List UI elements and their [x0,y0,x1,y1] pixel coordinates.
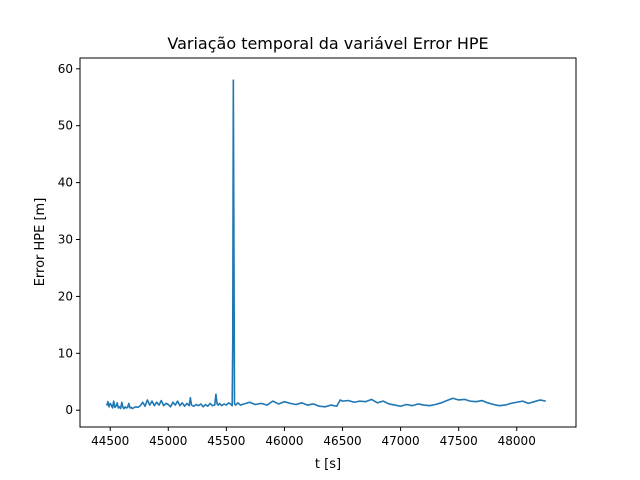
x-tick-label: 45500 [207,434,245,448]
x-axis-label: t [s] [315,457,341,472]
series-line-0 [105,79,546,410]
y-tick-label: 10 [58,346,73,360]
y-axis-label: Error HPE [m] [33,198,48,287]
x-tick-label: 46500 [323,434,361,448]
series-layer [105,79,546,410]
y-tick-label: 20 [58,289,73,303]
x-axis: 44500 45000 45500 46000 46500 47000 47500 48000 [91,427,536,448]
x-tick-label: 47000 [382,434,420,448]
y-tick-label: 60 [58,62,73,76]
y-tick-label: 0 [65,403,73,417]
y-tick-label: 30 [58,233,73,247]
axes-frame [79,57,577,428]
chart-title: Variação temporal da variável Error HPE [167,34,488,53]
plot-area: 44500 45000 45500 46000 46500 47000 47500 48000… [58,57,577,448]
y-tick-label: 50 [58,119,73,133]
x-tick-label: 48000 [498,434,536,448]
y-axis: 0 10 20 30 40 50 60 [58,62,80,417]
x-tick-label: 44500 [91,434,129,448]
x-tick-label: 46000 [265,434,303,448]
x-tick-label: 47500 [440,434,478,448]
y-tick-label: 40 [58,176,73,190]
axes-background [80,58,576,427]
x-tick-label: 45000 [149,434,187,448]
